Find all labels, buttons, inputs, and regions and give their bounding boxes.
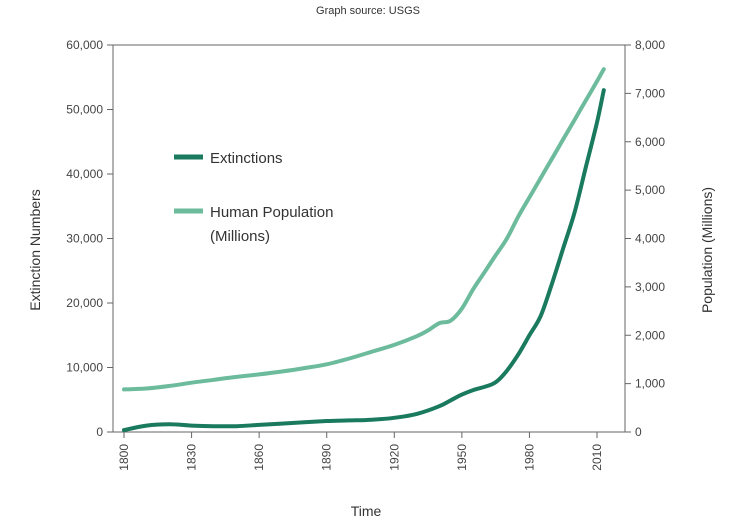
series-line-human-population [122, 67, 606, 392]
x-axis-title: Time [351, 503, 382, 519]
x-tick-label: 2010 [590, 444, 604, 471]
left-axis-title: Extinction Numbers [27, 189, 43, 310]
axes [112, 44, 626, 433]
x-tick-label: 1980 [522, 444, 536, 471]
right-tick-label: 6,000 [635, 135, 665, 149]
left-tick-label: 30,000 [66, 232, 103, 246]
x-tick-label: 1800 [117, 444, 131, 471]
right-tick-label: 1,000 [635, 377, 665, 391]
x-tick-label: 1860 [252, 444, 266, 471]
x-tick-label: 1830 [185, 444, 199, 471]
left-tick-label: 60,000 [66, 38, 103, 52]
left-tick-label: 50,000 [66, 103, 103, 117]
legend-label-extinctions: Extinctions [210, 150, 283, 167]
left-tick-label: 10,000 [66, 361, 103, 375]
right-tick-label: 4,000 [635, 232, 665, 246]
legend-label-human-population: Human Population (Millions) [210, 204, 333, 245]
right-tick-label: 5,000 [635, 183, 665, 197]
right-axis-title: Population (Millions) [699, 187, 715, 313]
right-tick-label: 0 [635, 425, 642, 439]
right-tick-label: 3,000 [635, 280, 665, 294]
series-line-extinctions [122, 88, 606, 433]
right-ticks: 0 1,000 2,000 3,000 4,000 5,000 6,000 7,000 8,00… [625, 38, 665, 439]
left-ticks: 0 10,000 20,000 30,000 40,000 50,000 60,000 [66, 38, 113, 439]
right-tick-label: 8,000 [635, 38, 665, 52]
x-ticks: 1800 1830 1860 1890 1920 1950 1980 2010 [117, 432, 604, 471]
left-tick-label: 20,000 [66, 296, 103, 310]
left-tick-label: 0 [96, 425, 103, 439]
x-tick-label: 1890 [320, 444, 334, 471]
x-tick-label: 1920 [387, 444, 401, 471]
right-tick-label: 2,000 [635, 328, 665, 342]
source-note: Graph source: USGS [316, 5, 420, 17]
left-tick-label: 40,000 [66, 167, 103, 181]
right-tick-label: 7,000 [635, 86, 665, 100]
x-tick-label: 1950 [455, 444, 469, 471]
legend: Extinctions Human Population (Millions) [174, 150, 333, 245]
